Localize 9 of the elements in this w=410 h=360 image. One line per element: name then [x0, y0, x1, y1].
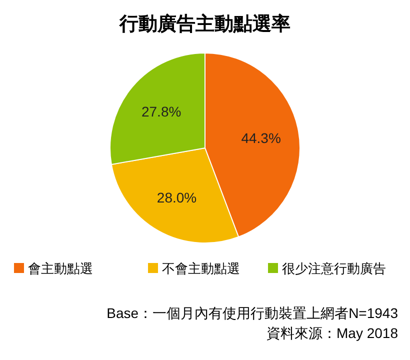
chart-title: 行動廣告主動點選率 [118, 13, 290, 35]
data-label: 28.0% [156, 190, 197, 206]
data-label: 44.3% [241, 130, 281, 146]
data-label: 27.8% [141, 103, 182, 120]
legend-label: 會主動點選 [28, 261, 93, 276]
text: Base：一個月內有使用行動裝置上網者N=1943 [106, 305, 398, 321]
legend-label: 不會主動點選 [162, 261, 240, 276]
legend-label: 很少注意行動廣告 [282, 261, 386, 276]
source-note: 資料來源：May 2018 [266, 325, 398, 341]
